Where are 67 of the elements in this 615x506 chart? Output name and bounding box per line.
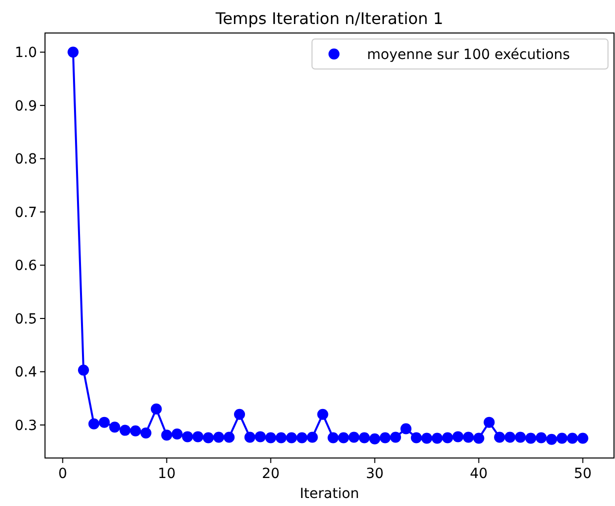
point: [286, 432, 298, 444]
point: [120, 424, 131, 436]
point: [317, 408, 328, 420]
y-tick-label: 0.8: [14, 152, 37, 168]
point: [494, 432, 506, 443]
point: [410, 432, 422, 444]
point: [348, 432, 360, 443]
legend-label: moyenne sur 100 exécutions: [367, 47, 570, 63]
point: [98, 416, 110, 428]
point: [202, 432, 214, 444]
point: [296, 432, 308, 444]
point: [78, 364, 89, 376]
point: [328, 432, 339, 444]
point: [140, 427, 152, 438]
point: [172, 428, 183, 440]
point: [566, 432, 578, 444]
y-tick-label: 0.9: [14, 98, 37, 114]
point: [577, 432, 588, 444]
point: [224, 432, 235, 443]
x-tick-label: 30: [366, 466, 384, 482]
point: [338, 432, 350, 444]
y-tick-label: 1.0: [14, 45, 37, 62]
point: [525, 432, 536, 444]
point: [88, 418, 100, 430]
point: [276, 432, 287, 444]
point: [556, 432, 568, 444]
point: [182, 431, 194, 442]
chart-title: Temps Iteration n/Iteration 1: [214, 9, 444, 28]
point: [150, 404, 162, 415]
point: [380, 432, 391, 444]
point: [432, 432, 443, 444]
point: [161, 430, 172, 441]
y-tick-label: 0.6: [14, 258, 38, 274]
point: [400, 423, 412, 434]
point: [109, 422, 120, 433]
y-tick-label: 0.4: [14, 364, 38, 381]
x-tick-label: 10: [158, 466, 176, 482]
point: [358, 432, 370, 444]
point: [369, 433, 380, 444]
x-tick-label: 40: [470, 466, 488, 482]
y-tick-label: 0.3: [14, 418, 37, 434]
point: [254, 431, 266, 442]
point: [442, 432, 454, 444]
point: [536, 432, 547, 444]
y-tick-label: 0.7: [14, 204, 37, 221]
y-tick-label: 0.5: [14, 311, 37, 328]
point: [265, 432, 276, 444]
point: [192, 431, 204, 442]
point: [452, 431, 464, 442]
x-tick-label: 0: [58, 466, 68, 482]
x-tick-label: 50: [574, 466, 592, 482]
x-axis-title: Iteration: [300, 486, 360, 502]
point: [462, 432, 474, 443]
point: [504, 432, 516, 443]
point: [68, 46, 79, 58]
point: [484, 416, 495, 428]
point: [514, 432, 526, 443]
point: [244, 432, 256, 443]
point: [130, 425, 141, 436]
point: [473, 432, 484, 444]
x-tick-label: 20: [262, 466, 280, 482]
point: [306, 432, 318, 443]
point: [234, 408, 246, 420]
point: [546, 434, 558, 445]
point: [213, 432, 224, 443]
point: [390, 432, 402, 443]
point: [421, 432, 432, 444]
